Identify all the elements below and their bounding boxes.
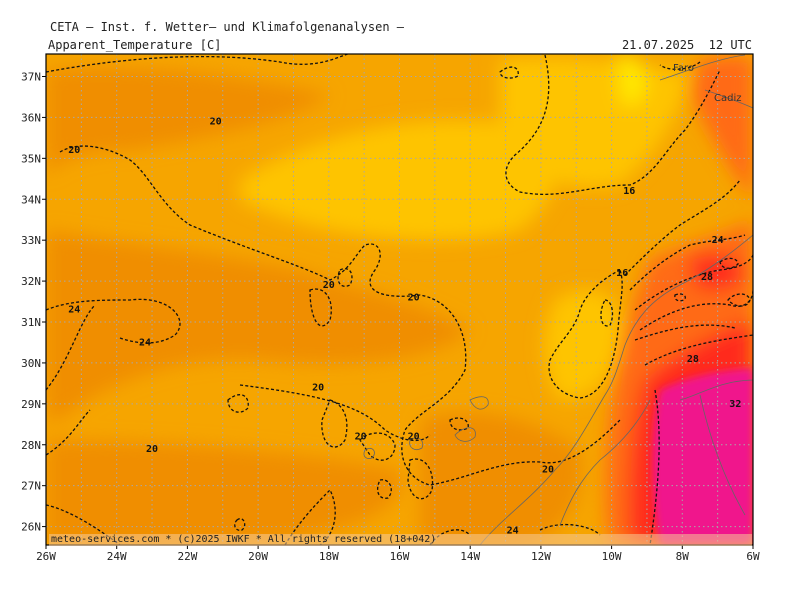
organization-title: CETA — Inst. f. Wetter— und Klimafolgena…: [50, 20, 405, 34]
contour-label: 16: [616, 268, 628, 279]
contour-lines: [46, 54, 753, 545]
lon-tick-label: 26W: [36, 550, 56, 563]
city-label-cadiz: Cadiz: [714, 93, 742, 104]
lat-tick-label: 26N: [21, 521, 41, 534]
contour-label: 20: [210, 117, 222, 128]
contour-label: 24: [507, 526, 519, 537]
copyright-footer: meteo-services.com * (c)2025 IWKF * All …: [49, 534, 752, 546]
contour-label: 24: [68, 305, 80, 316]
lon-tick-label: 14W: [460, 550, 480, 563]
contour-label: 20: [312, 382, 324, 393]
contour-label: 20: [146, 444, 158, 455]
lon-tick-label: 24W: [107, 550, 127, 563]
lat-tick-label: 30N: [21, 357, 41, 370]
contour-label: 20: [542, 464, 554, 475]
contour-label: 32: [729, 399, 741, 410]
lat-tick-label: 37N: [21, 71, 41, 84]
lat-tick-label: 33N: [21, 234, 41, 247]
contour-label: 20: [408, 292, 420, 303]
contour-label: 20: [323, 280, 335, 291]
coastlines: [363, 54, 753, 545]
lon-tick-label: 20W: [248, 550, 268, 563]
lon-tick-label: 12W: [531, 550, 551, 563]
city-label-faro: Faro: [673, 63, 694, 74]
contour-label: 16: [623, 186, 635, 197]
lon-tick-label: 16W: [390, 550, 410, 563]
lat-tick-label: 32N: [21, 275, 41, 288]
contour-label: 20: [408, 432, 420, 443]
valid-time: 21.07.2025 12 UTC: [621, 38, 752, 52]
lon-tick-label: 18W: [319, 550, 339, 563]
contour-label: 24: [139, 337, 151, 348]
lat-tick-label: 28N: [21, 439, 41, 452]
contour-label: 20: [355, 432, 367, 443]
contour-label: 28: [687, 354, 699, 365]
parameter-label: Apparent_Temperature [C]: [48, 38, 222, 52]
lon-tick-label: 22W: [177, 550, 197, 563]
lon-tick-label: 8W: [676, 550, 690, 563]
lat-tick-label: 31N: [21, 316, 41, 329]
lon-tick-label: 6W: [746, 550, 760, 563]
lat-tick-label: 27N: [21, 480, 41, 493]
lon-tick-label: 10W: [602, 550, 622, 563]
lat-tick-label: 34N: [21, 193, 41, 206]
lat-tick-label: 36N: [21, 111, 41, 124]
contour-label: 20: [68, 145, 80, 156]
contour-label: 24: [712, 235, 724, 246]
lat-tick-label: 35N: [21, 152, 41, 165]
contour-label: 28: [701, 272, 713, 283]
grid-lines: [46, 54, 753, 545]
lat-tick-label: 29N: [21, 398, 41, 411]
